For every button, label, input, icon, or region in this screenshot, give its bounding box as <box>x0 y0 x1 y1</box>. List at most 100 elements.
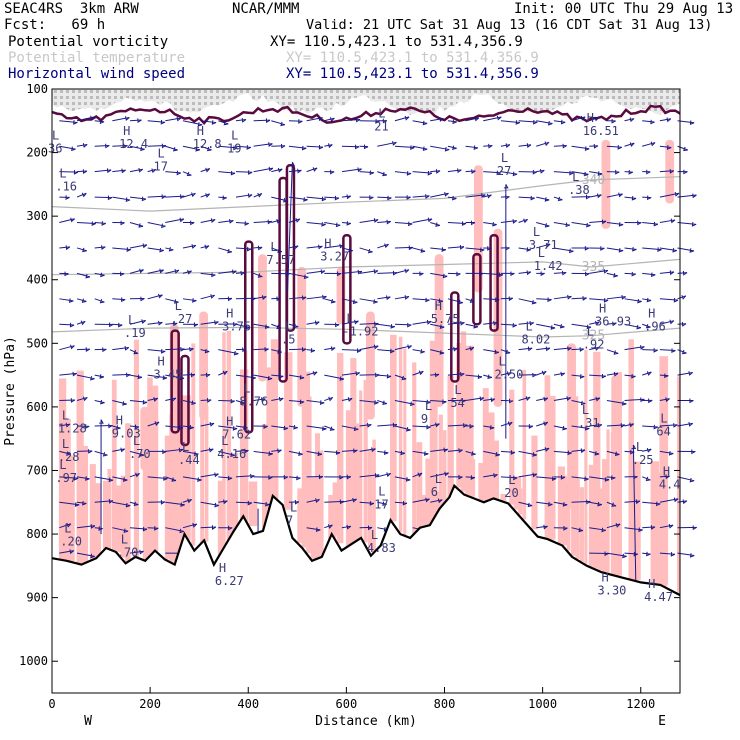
pv-shade-plume <box>372 439 376 555</box>
stratosphere-band <box>52 89 680 116</box>
wind-vector-head <box>354 319 359 325</box>
wind-vector <box>394 222 413 225</box>
wind-vector-head <box>352 497 357 503</box>
wind-vector-head <box>543 524 548 530</box>
wind-vector <box>430 247 446 251</box>
wind-vector-head <box>318 144 324 150</box>
y-tick-label: 900 <box>26 591 48 605</box>
max-min-value: -1.92 <box>342 325 378 339</box>
wind-vector <box>518 396 531 402</box>
wind-vector <box>306 450 323 455</box>
wind-vector <box>165 425 184 429</box>
wind-vector <box>253 296 267 300</box>
wind-vector-head <box>688 371 693 376</box>
wind-vector-head <box>142 399 148 405</box>
wind-vector-head <box>579 347 584 352</box>
max-min-kind: H <box>648 307 655 321</box>
wind-vector <box>659 552 676 555</box>
wind-vector-head <box>73 170 79 175</box>
max-min-value: 64 <box>656 425 670 439</box>
max-min-value: 54 <box>450 396 464 410</box>
wind-vector-head <box>101 245 106 251</box>
wind-vector <box>606 145 622 148</box>
wind-vector-head <box>374 321 379 327</box>
wind-vector <box>235 425 248 429</box>
wind-vector-head <box>435 222 440 227</box>
wind-vector-head <box>102 452 108 457</box>
wind-vector-head <box>264 324 270 330</box>
wind-vector <box>129 196 147 200</box>
wind-vector <box>59 523 72 529</box>
wind-vector-head <box>650 272 656 278</box>
wind-vector-head <box>85 476 90 481</box>
wind-vector-head <box>548 501 553 507</box>
wind-vector <box>571 400 586 404</box>
max-min-value: 3.45 <box>153 367 182 381</box>
wind-vector-head <box>101 221 106 226</box>
wind-vector <box>76 320 86 325</box>
max-min-kind: L <box>425 399 432 413</box>
pv-contour-tower <box>170 329 180 434</box>
wind-vector-head <box>387 195 392 201</box>
wind-vector <box>642 222 658 225</box>
wind-vector-head <box>439 350 445 355</box>
wind-vector <box>606 424 625 427</box>
wind-vector-head <box>691 222 697 227</box>
wind-vector-head <box>211 525 217 530</box>
max-min-value: 12.4 <box>119 137 148 151</box>
wind-vector <box>642 448 652 452</box>
wind-vector <box>94 374 105 378</box>
wind-vector <box>589 220 607 224</box>
wind-vector <box>306 117 323 122</box>
wind-vector-head <box>508 296 514 302</box>
wind-vector-head <box>420 248 426 253</box>
wind-vector-head <box>295 218 301 223</box>
wind-vector-head <box>90 553 95 559</box>
wind-vector <box>589 171 603 175</box>
wind-vector-head <box>71 146 76 152</box>
wind-vector <box>359 423 372 427</box>
updraft-vector-head <box>631 444 637 450</box>
wind-vector-head <box>597 423 603 428</box>
max-min-value: 4.47 <box>644 590 673 604</box>
wind-vector-head <box>456 271 461 277</box>
wind-vector-head <box>232 269 237 275</box>
wind-vector-head <box>195 147 201 152</box>
wind-vector-head <box>250 473 255 479</box>
wind-vector-head <box>406 171 412 176</box>
wind-vector <box>324 396 333 402</box>
wind-vector-head <box>595 320 600 326</box>
wind-vector-head <box>317 451 323 457</box>
wind-vector-head <box>373 218 379 223</box>
wind-vector <box>659 118 671 122</box>
wind-vector-head <box>452 145 457 151</box>
wind-vector <box>59 450 71 455</box>
wind-vector-head <box>141 196 147 202</box>
wind-vector-head <box>227 475 233 481</box>
wind-vector-head <box>171 396 177 402</box>
pv-shade-plume <box>217 480 223 558</box>
wind-vector <box>394 246 413 249</box>
wind-vector <box>536 347 550 351</box>
wind-vector-head <box>102 347 107 353</box>
wind-vector-head <box>404 268 410 274</box>
pv-shade-plume <box>328 494 337 543</box>
wind-vector-head <box>544 197 550 202</box>
wind-vector-head <box>322 426 327 431</box>
pv-shade-plume <box>89 464 96 561</box>
pv-shade-plume <box>354 423 363 542</box>
wind-vector-head <box>601 527 606 533</box>
wind-vector-head <box>666 145 672 150</box>
max-min-kind: L <box>182 440 189 454</box>
wind-vector-head <box>674 191 680 197</box>
pv-shade-plume <box>482 388 489 502</box>
wind-vector-head <box>469 346 475 352</box>
wind-vector <box>536 447 550 452</box>
wind-vector-head <box>688 422 694 427</box>
wind-vector <box>659 398 670 402</box>
wind-vector <box>394 116 410 122</box>
wind-vector <box>677 145 688 151</box>
wind-vector <box>642 371 652 376</box>
wind-vector-head <box>227 248 232 254</box>
max-min-value: 4.4 <box>659 477 681 491</box>
